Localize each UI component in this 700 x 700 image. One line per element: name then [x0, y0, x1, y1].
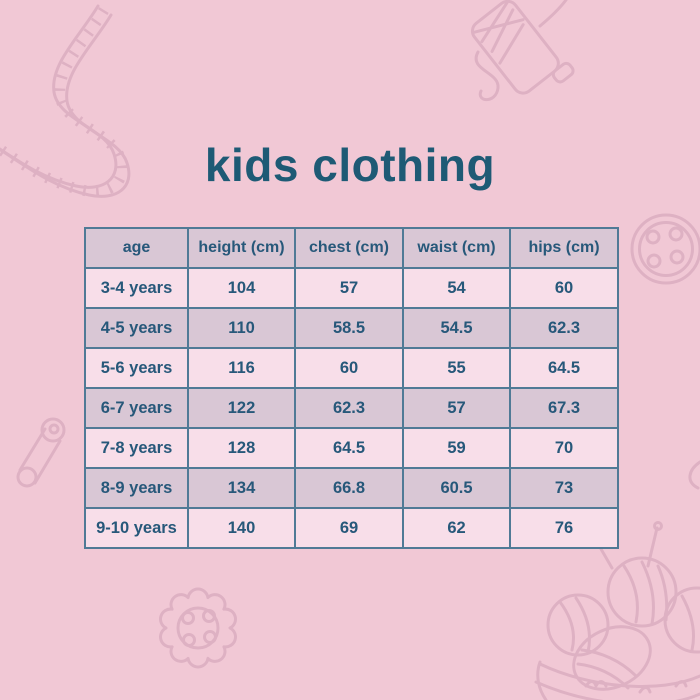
table-row: 9-10 years 140 69 62 76	[84, 507, 619, 549]
table-cell: 8-9 years	[84, 467, 189, 509]
table-cell: 7-8 years	[84, 427, 189, 469]
table-cell: 76	[509, 507, 619, 549]
table-cell: 55	[402, 347, 511, 389]
table-cell: 64.5	[509, 347, 619, 389]
table-cell: 69	[294, 507, 404, 549]
table-cell: 60	[509, 267, 619, 309]
table-cell: 9-10 years	[84, 507, 189, 549]
column-header: height (cm)	[187, 227, 296, 269]
table-cell: 66.8	[294, 467, 404, 509]
safety-pin-icon	[16, 417, 66, 488]
table-cell: 116	[187, 347, 296, 389]
table-cell: 70	[509, 427, 619, 469]
table-row: 7-8 years 128 64.5 59 70	[84, 427, 619, 469]
thread-curl-icon	[688, 460, 700, 490]
table-cell: 62	[402, 507, 511, 549]
table-cell: 58.5	[294, 307, 404, 349]
table-cell: 73	[509, 467, 619, 509]
table-cell: 67.3	[509, 387, 619, 429]
table-cell: 54	[402, 267, 511, 309]
table-cell: 140	[187, 507, 296, 549]
header-row: age height (cm) chest (cm) waist (cm) hips (…	[84, 227, 619, 269]
table-cell: 3-4 years	[84, 267, 189, 309]
table-cell: 57	[294, 267, 404, 309]
table-cell: 5-6 years	[84, 347, 189, 389]
table-cell: 128	[187, 427, 296, 469]
column-header: hips (cm)	[509, 227, 619, 269]
measuring-tape-icon	[0, 4, 131, 198]
table-cell: 122	[187, 387, 296, 429]
table-row: 3-4 years 104 57 54 60	[84, 267, 619, 309]
thread-spool-icon	[470, 0, 575, 102]
table-cell: 62.3	[294, 387, 404, 429]
table-row: 6-7 years 122 62.3 57 67.3	[84, 387, 619, 429]
table-body: 3-4 years 104 57 54 60 4-5 years 110 58.5 54.5 62…	[84, 267, 619, 549]
size-table: age height (cm) chest (cm) waist (cm) hips (…	[84, 227, 619, 549]
table-cell: 60	[294, 347, 404, 389]
table-cell: 60.5	[402, 467, 511, 509]
table-cell: 62.3	[509, 307, 619, 349]
column-header: waist (cm)	[402, 227, 511, 269]
scalloped-button-icon	[159, 587, 237, 669]
table-row: 8-9 years 134 66.8 60.5 73	[84, 467, 619, 509]
button-icon	[630, 213, 700, 285]
column-header: chest (cm)	[294, 227, 404, 269]
yarn-basket-icon	[534, 521, 700, 700]
table-cell: 54.5	[402, 307, 511, 349]
page-title: kids clothing	[204, 139, 496, 191]
table-row: 5-6 years 116 60 55 64.5	[84, 347, 619, 389]
table-cell: 104	[187, 267, 296, 309]
table-cell: 59	[402, 427, 511, 469]
table-cell: 134	[187, 467, 296, 509]
table-cell: 57	[402, 387, 511, 429]
table-cell: 6-7 years	[84, 387, 189, 429]
table-cell: 110	[187, 307, 296, 349]
table-row: 4-5 years 110 58.5 54.5 62.3	[84, 307, 619, 349]
table-cell: 64.5	[294, 427, 404, 469]
table-cell: 4-5 years	[84, 307, 189, 349]
column-header: age	[84, 227, 189, 269]
